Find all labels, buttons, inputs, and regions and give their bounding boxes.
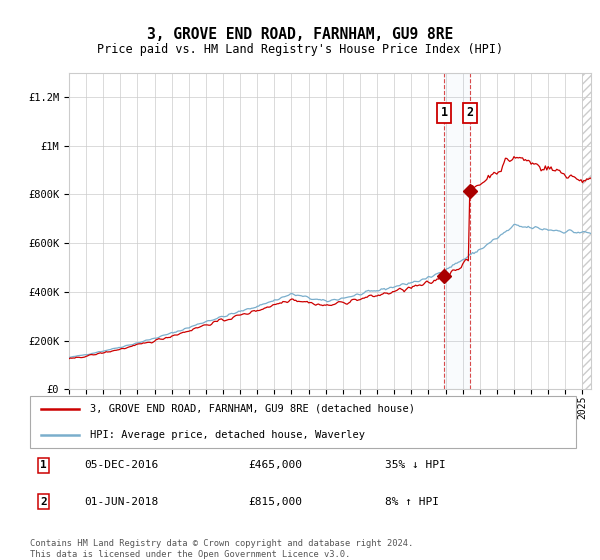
- Text: 8% ↑ HPI: 8% ↑ HPI: [385, 497, 439, 507]
- Bar: [444, 73, 470, 389]
- Text: 05-DEC-2016: 05-DEC-2016: [85, 460, 159, 470]
- Text: £815,000: £815,000: [248, 497, 302, 507]
- Text: 3, GROVE END ROAD, FARNHAM, GU9 8RE (detached house): 3, GROVE END ROAD, FARNHAM, GU9 8RE (det…: [90, 404, 415, 414]
- Text: £465,000: £465,000: [248, 460, 302, 470]
- Text: Contains HM Land Registry data © Crown copyright and database right 2024.
This d: Contains HM Land Registry data © Crown c…: [30, 539, 413, 559]
- Text: 1: 1: [40, 460, 47, 470]
- Text: 3, GROVE END ROAD, FARNHAM, GU9 8RE: 3, GROVE END ROAD, FARNHAM, GU9 8RE: [147, 27, 453, 42]
- Text: 01-JUN-2018: 01-JUN-2018: [85, 497, 159, 507]
- Text: Price paid vs. HM Land Registry's House Price Index (HPI): Price paid vs. HM Land Registry's House …: [97, 43, 503, 55]
- Text: 2: 2: [466, 106, 473, 119]
- Text: 2: 2: [40, 497, 47, 507]
- FancyBboxPatch shape: [30, 396, 576, 448]
- Text: 35% ↓ HPI: 35% ↓ HPI: [385, 460, 446, 470]
- Text: HPI: Average price, detached house, Waverley: HPI: Average price, detached house, Wave…: [90, 430, 365, 440]
- Text: 1: 1: [440, 106, 448, 119]
